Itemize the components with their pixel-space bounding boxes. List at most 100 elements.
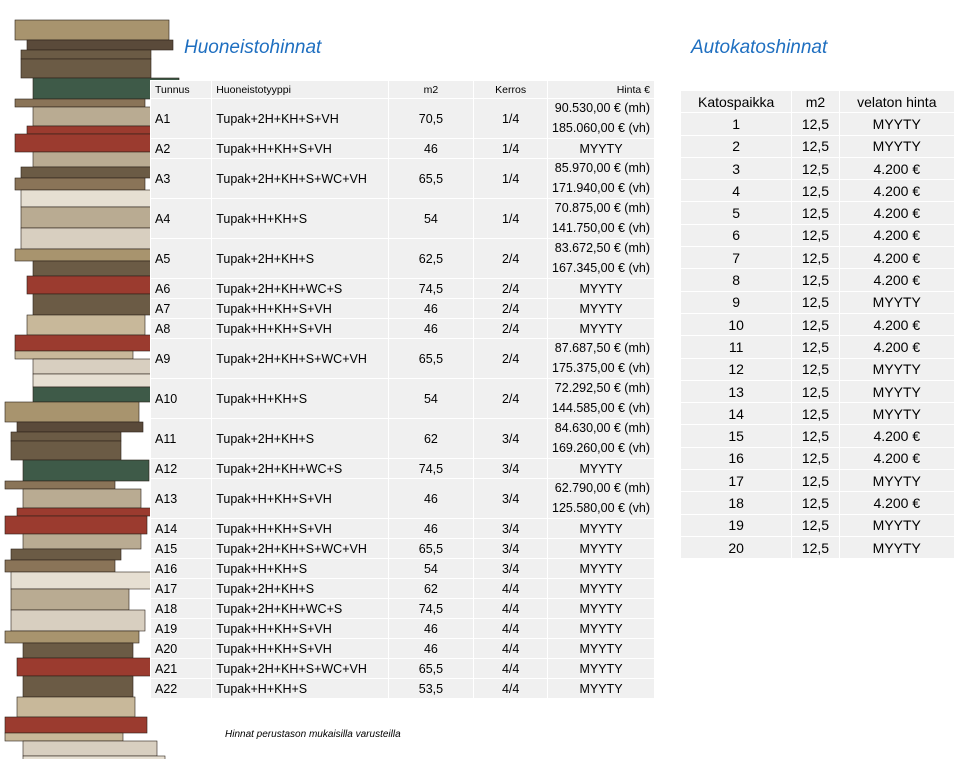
table-cell: 4.200 € (838, 179, 956, 203)
table-row: 11 12,5 4.200 € (679, 335, 956, 359)
price-line: MYYTY (579, 301, 623, 316)
book (4, 515, 148, 535)
table-cell: 53,5 (387, 678, 475, 699)
price-cell: 84.630,00 € (mh) 169.260,00 € (vh) (547, 418, 655, 459)
header-cell: Tunnus (149, 80, 213, 99)
table-cell: 46 (387, 298, 475, 319)
table-row: 2 12,5 MYYTY (679, 134, 956, 158)
table-cell: MYYTY (838, 469, 956, 493)
table-row: A17 Tupak+2H+KH+S 62 4/4 MYYTY (149, 578, 655, 599)
price-line: 141.750,00 € (vh) (552, 220, 650, 235)
table-cell: 12,5 (791, 424, 840, 448)
book (16, 421, 144, 433)
table-cell: 46 (387, 638, 475, 659)
table-cell: A11 (149, 418, 213, 459)
table-row: 10 12,5 4.200 € (679, 312, 956, 337)
table-row: A19 Tupak+H+KH+S+VH 46 4/4 MYYTY (149, 618, 655, 639)
table-row: 18 12,5 4.200 € (679, 491, 956, 515)
price-line: MYYTY (579, 461, 623, 476)
price-line: 175.375,00 € (vh) (552, 360, 650, 375)
table-row: A11 Tupak+2H+KH+S 62 3/4 84.630,00 € (mh) 169… (149, 418, 655, 459)
table-cell: 12,5 (791, 402, 840, 426)
table-cell: 12,5 (791, 201, 840, 225)
table-cell: 4/4 (473, 678, 548, 699)
table-cell: 70,5 (387, 98, 475, 139)
table-cell: A19 (149, 618, 213, 639)
table-cell: 65,5 (387, 538, 475, 559)
table-cell: Tupak+H+KH+S (211, 558, 389, 579)
right-title: Autokatoshinnat (691, 37, 828, 58)
table-cell: Tupak+H+KH+S+VH (211, 298, 389, 319)
table-cell: 17 (679, 469, 793, 493)
table-cell: 12,5 (791, 446, 840, 471)
header-cell: Kerros (473, 80, 548, 99)
table-cell: 6 (679, 223, 793, 248)
table-cell: Tupak+H+KH+S+VH (211, 618, 389, 639)
book (10, 571, 154, 590)
price-line: MYYTY (579, 521, 623, 536)
price-line: MYYTY (579, 281, 623, 296)
table-cell: 3/4 (473, 518, 548, 539)
price-line: MYYTY (579, 561, 623, 576)
price-line: 87.687,50 € (mh) (554, 341, 650, 355)
book (26, 314, 146, 336)
book (4, 716, 148, 734)
left-title: Huoneistohinnat (184, 37, 322, 58)
table-cell: A21 (149, 658, 213, 679)
table-cell: 16 (679, 446, 793, 471)
table-cell: 74,5 (387, 458, 475, 479)
table-cell: MYYTY (838, 357, 956, 381)
table-cell: 12,5 (791, 223, 840, 248)
table-cell: 3/4 (473, 478, 548, 519)
table-cell: 3/4 (473, 418, 548, 459)
price-cell: MYYTY (547, 138, 655, 159)
price-line: 185.060,00 € (vh) (552, 120, 650, 135)
book (4, 630, 140, 644)
header-row: Tunnus Huoneistotyyppi m2 Kerros Hinta € (149, 80, 655, 99)
table-cell: 1/4 (473, 98, 548, 139)
table-row: A22 Tupak+H+KH+S 53,5 4/4 MYYTY (149, 678, 655, 699)
book (14, 177, 146, 191)
table-cell: 10 (679, 312, 793, 337)
table-row: A5 Tupak+2H+KH+S 62,5 2/4 83.672,50 € (mh) 16… (149, 238, 655, 279)
table-cell: 15 (679, 424, 793, 448)
price-line: MYYTY (579, 661, 623, 676)
table-cell: 4/4 (473, 618, 548, 639)
table-cell: 12,5 (791, 379, 840, 404)
table-row: 8 12,5 4.200 € (679, 268, 956, 292)
table-cell: 12,5 (791, 335, 840, 359)
table-row: A21 Tupak+2H+KH+S+WC+VH 65,5 4/4 MYYTY (149, 658, 655, 679)
table-cell: 12,5 (791, 513, 840, 537)
price-line: 72.292,50 € (mh) (554, 381, 650, 395)
price-line: 62.790,00 € (mh) (554, 481, 650, 495)
table-row: A12 Tupak+2H+KH+WC+S 74,5 3/4 MYYTY (149, 458, 655, 479)
table-cell: 62 (387, 578, 475, 599)
table-cell: 5 (679, 201, 793, 225)
table-row: A3 Tupak+2H+KH+S+WC+VH 65,5 1/4 85.970,00 € … (149, 158, 655, 199)
table-row: 5 12,5 4.200 € (679, 201, 956, 225)
price-cell: MYYTY (547, 638, 655, 659)
table-cell: A4 (149, 198, 213, 239)
table-cell: 62 (387, 418, 475, 459)
book (10, 588, 130, 611)
price-line: MYYTY (579, 321, 623, 336)
table-cell: A14 (149, 518, 213, 539)
table-cell: MYYTY (838, 402, 956, 426)
book (16, 696, 136, 718)
table-cell: 4/4 (473, 598, 548, 619)
table-row: A6 Tupak+2H+KH+WC+S 74,5 2/4 MYYTY (149, 278, 655, 299)
header-cell: m2 (387, 80, 475, 99)
table-row: 19 12,5 MYYTY (679, 513, 956, 537)
price-line: 85.970,00 € (mh) (554, 161, 650, 175)
table-cell: A16 (149, 558, 213, 579)
table-row: A10 Tupak+H+KH+S 54 2/4 72.292,50 € (mh) 144.… (149, 378, 655, 419)
book (10, 431, 122, 442)
table-row: 1 12,5 MYYTY (679, 112, 956, 136)
header-cell: velaton hinta (838, 89, 956, 114)
price-cell: MYYTY (547, 298, 655, 319)
table-row: 7 12,5 4.200 € (679, 246, 956, 270)
table-cell: 4.200 € (838, 201, 956, 225)
table-row: A18 Tupak+2H+KH+WC+S 74,5 4/4 MYYTY (149, 598, 655, 619)
table-cell: 4.200 € (838, 446, 956, 471)
table-cell: Tupak+2H+KH+S+VH (211, 98, 389, 139)
